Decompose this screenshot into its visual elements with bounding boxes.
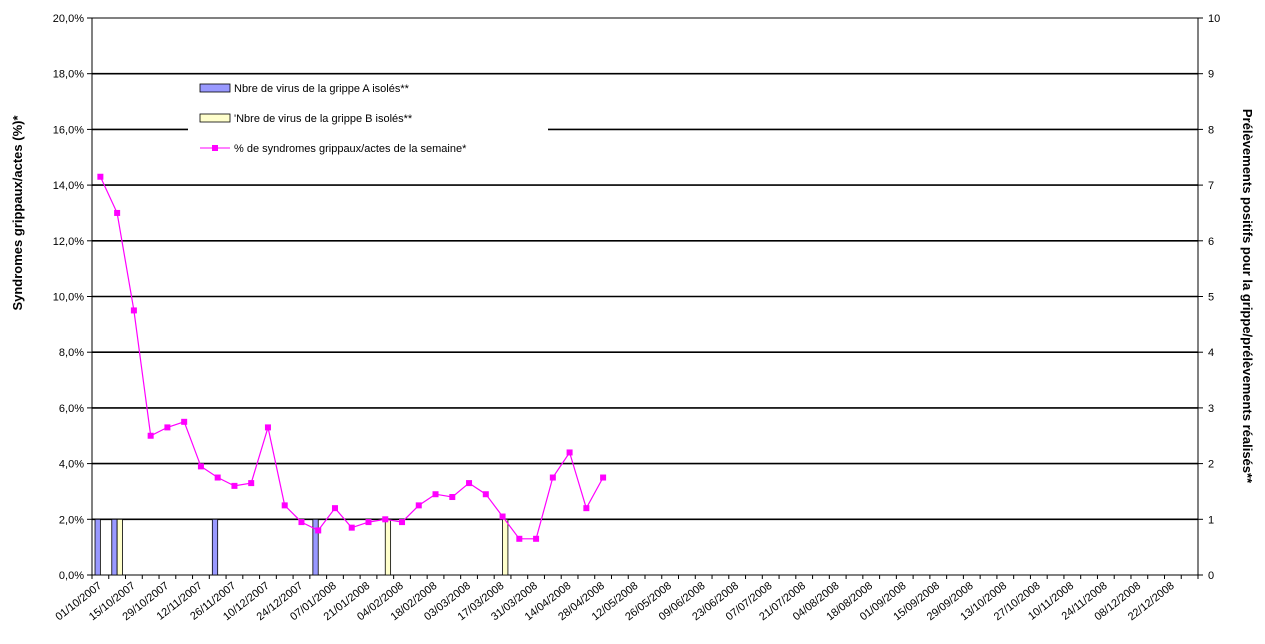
line-point	[231, 482, 238, 489]
line-point	[466, 480, 473, 487]
line-point	[583, 505, 590, 512]
right-tick-label: 3	[1208, 403, 1214, 415]
left-axis-title: Syndromes grippaux/actes (%)*	[10, 115, 25, 311]
line-point	[382, 516, 389, 523]
line-point	[415, 502, 422, 509]
right-tick-label: 1	[1208, 514, 1214, 526]
bar-grippe-a	[211, 518, 219, 576]
line-point	[248, 480, 255, 487]
line-point	[432, 491, 439, 498]
line-point	[298, 519, 305, 526]
line-point	[315, 527, 322, 534]
left-tick-label: 10,0%	[53, 292, 84, 304]
line-point	[214, 474, 221, 481]
legend-swatch-b	[199, 113, 231, 123]
right-axis-title: Prélèvements positifs pour la grippe/pré…	[1240, 109, 1255, 484]
line-point	[600, 474, 607, 481]
line-point	[365, 519, 372, 526]
left-axis: 0,0% 2,0% 4,0% 6,0% 8,0% 10,0% 12,0% 14,0% 16,0%…	[53, 13, 92, 582]
line-point	[549, 474, 556, 481]
right-axis: 0 1 2 3 4 5 6 7 8 9 10	[1198, 13, 1220, 582]
left-tick-label: 16,0%	[53, 124, 84, 136]
legend-label-b: 'Nbre de virus de la grippe B isolés**	[234, 113, 413, 125]
left-tick-label: 12,0%	[53, 236, 84, 248]
x-axis: 01/10/200715/10/200729/10/200712/11/2007…	[53, 575, 1199, 623]
left-tick-label: 14,0%	[53, 180, 84, 192]
legend-label-a: Nbre de virus de la grippe A isolés**	[234, 83, 410, 95]
left-tick-label: 0,0%	[59, 570, 84, 582]
left-tick-label: 8,0%	[59, 347, 84, 359]
line-point	[399, 519, 406, 526]
line-series	[97, 173, 607, 542]
bar-grippe-a	[94, 518, 101, 576]
legend-label-line: % de syndromes grippaux/actes de la sema…	[234, 143, 467, 155]
bar-grippe-b	[384, 518, 392, 576]
bar-grippe-a	[111, 518, 118, 576]
right-tick-label: 9	[1208, 69, 1214, 81]
right-tick-label: 10	[1208, 13, 1220, 25]
line-point	[499, 513, 506, 520]
line-point	[566, 449, 573, 456]
left-tick-label: 2,0%	[59, 514, 84, 526]
right-tick-label: 8	[1208, 124, 1214, 136]
legend-box	[188, 76, 548, 176]
line-point	[516, 535, 523, 542]
line-point	[114, 209, 121, 216]
line-point	[130, 307, 137, 314]
line-point	[181, 418, 188, 425]
line-point	[97, 173, 104, 180]
line-point	[164, 424, 171, 431]
line-point	[147, 432, 154, 439]
line-point	[281, 502, 288, 509]
line-point	[264, 424, 271, 431]
left-tick-label: 6,0%	[59, 403, 84, 415]
legend-marker	[212, 145, 218, 151]
line-point	[331, 505, 338, 512]
right-tick-label: 4	[1208, 347, 1214, 359]
bar-grippe-b	[502, 518, 509, 576]
right-tick-label: 2	[1208, 459, 1214, 471]
legend: Nbre de virus de la grippe A isolés** 'N…	[188, 76, 548, 176]
left-tick-label: 4,0%	[59, 459, 84, 471]
left-tick-label: 20,0%	[53, 13, 84, 25]
right-tick-label: 0	[1208, 570, 1214, 582]
line-point	[449, 494, 456, 501]
right-tick-label: 6	[1208, 236, 1214, 248]
legend-swatch-a	[199, 83, 231, 93]
line-point	[348, 524, 355, 531]
bar-grippe-b	[116, 518, 123, 576]
line-point	[482, 491, 489, 498]
line-point	[197, 463, 204, 470]
right-tick-label: 7	[1208, 180, 1214, 192]
line-point	[533, 535, 540, 542]
right-tick-label: 5	[1208, 292, 1214, 304]
bar-grippe-a	[312, 518, 319, 576]
left-tick-label: 18,0%	[53, 69, 84, 81]
